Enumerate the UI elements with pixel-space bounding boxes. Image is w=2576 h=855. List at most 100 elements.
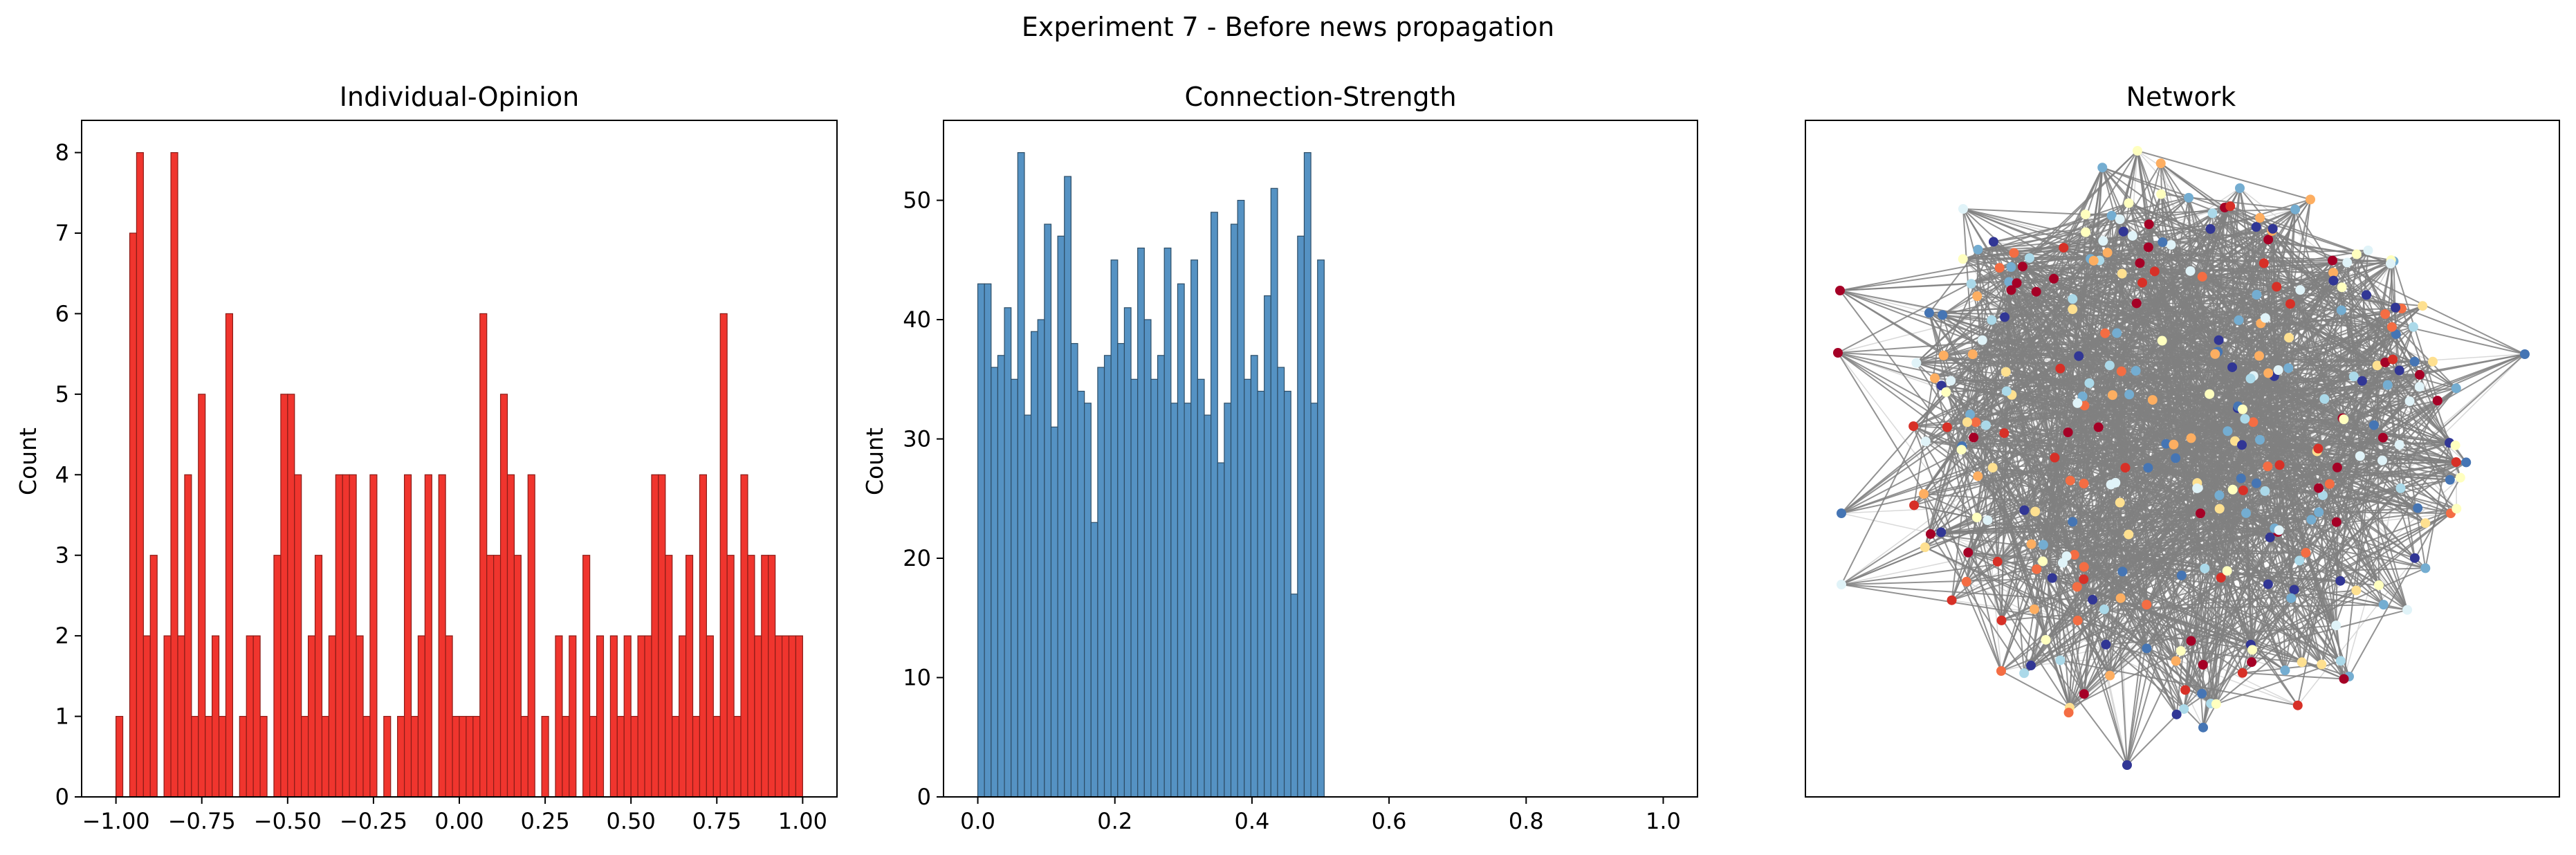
strength-y-tick-label: 10 [903,665,931,691]
network-node [2351,249,2362,259]
opinion-bar [459,715,467,798]
opinion-y-tick-label: 1 [55,704,69,730]
network-node [2061,551,2072,561]
network-node [1833,348,1843,358]
opinion-bar [761,555,769,798]
network-node [2156,189,2166,199]
network-node [2205,224,2216,235]
network-edge [2171,244,2342,311]
network-node [2342,257,2353,268]
network-edge [1982,339,2265,492]
network-node [2237,440,2247,450]
network-edge [1930,507,2418,535]
network-node [2149,266,2160,277]
strength-bar [1150,378,1159,798]
network-edge [1967,391,2007,553]
opinion-bar [630,715,638,798]
network-node [2386,322,2397,332]
network-edge [2059,368,2148,649]
strength-bar [1264,295,1271,798]
network-node [2127,230,2137,241]
network-edge [2124,467,2228,572]
opinion-bar [719,313,728,798]
opinion-bar [706,635,714,798]
network-node [1924,308,1934,318]
network-edge [2227,570,2408,611]
strength-bar [977,283,985,798]
network-edge [1942,315,2047,641]
network-node [2017,261,2027,272]
network-node [2198,660,2208,670]
network-node [2200,563,2210,573]
network-node [2068,517,2078,527]
opinion-bar [252,635,261,798]
strength-bar [1057,235,1065,798]
opinion-bar [609,635,618,798]
strength-bars [977,151,1325,798]
network-node [2377,455,2387,466]
network-node [2289,585,2299,595]
opinion-bar [349,474,357,798]
network-edge [2218,217,2261,496]
opinion-bar [294,474,302,798]
opinion-bar [555,635,563,798]
network-edge [1923,493,2344,680]
network-node [2169,439,2179,450]
network-node [2319,394,2330,404]
network-edge [2142,282,2271,538]
network-edge [2318,511,2408,611]
network-edge [2082,396,2268,468]
network-node [2254,434,2265,445]
network-node [2255,212,2265,223]
network-edge [2083,482,2117,695]
opinion-bar [513,555,522,798]
network-edge [2122,231,2201,514]
opinion-bar [733,715,742,798]
strength-bar [1097,367,1105,798]
strength-bar [1110,259,1119,798]
opinion-bar [569,635,577,798]
opinion-bar [644,635,652,798]
network-node [2427,356,2438,367]
individual-opinion-histogram: Individual-Opinion Count −1.00 −0.75 −0.50… [15,82,838,834]
strength-bar [1090,522,1098,798]
network-node [2295,285,2306,295]
opinion-bar [362,715,371,798]
network-edge [2068,387,2457,713]
network-node [2238,404,2248,414]
opinion-bar [520,715,528,798]
strength-bar [997,355,1005,798]
opinion-x-tick-label: 0.25 [520,808,569,834]
strength-bar [1170,403,1179,798]
strength-bar [1277,367,1285,798]
network-node [2124,389,2135,400]
network-node [2324,479,2335,489]
network-node [1936,527,1947,537]
network-node [2372,360,2382,371]
network-node [2391,329,2401,340]
opinion-x-tick-label: 0.50 [607,808,656,834]
network-edge [1991,319,2269,585]
opinion-x-axis: −1.00 −0.75 −0.50 −0.25 0.00 0.25 0.50 0.75 1.00 [82,797,827,834]
network-node [2223,426,2233,436]
network-edge [2400,400,2438,489]
network-edge [2259,217,2301,561]
network-node [2214,504,2225,514]
network-node [2388,354,2398,365]
network-edge [2301,327,2414,663]
opinion-bar [768,555,776,798]
network-edge [2332,259,2420,376]
network-node [1988,237,1998,247]
network-edge [2258,355,2289,369]
strength-bar [1270,187,1278,798]
network-node [1987,315,1997,325]
network-node [2294,555,2305,566]
strength-bar [1064,176,1071,798]
network-node [2247,645,2258,655]
network-edge [2336,254,2357,468]
strength-bar [1197,378,1205,798]
network-node [2306,515,2317,525]
network-node [2093,422,2104,432]
network-edge [1839,267,2000,291]
